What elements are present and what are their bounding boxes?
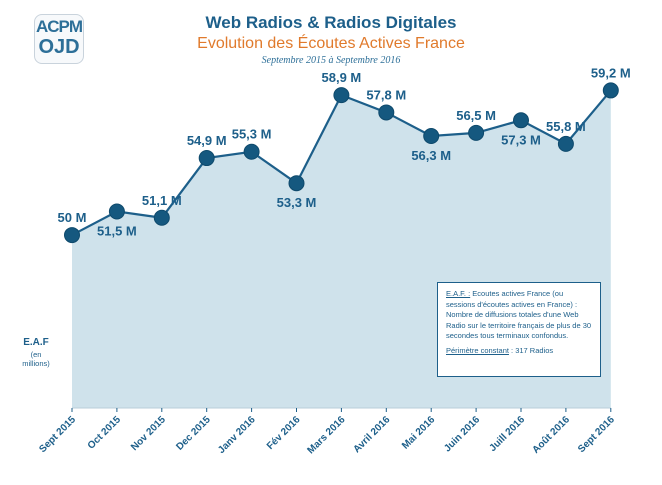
x-tick-label: Mai 2016 <box>400 414 438 452</box>
y-axis-label: E.A.F (en millions) <box>16 337 56 368</box>
x-tick-label: Sept 2015 <box>37 414 78 455</box>
data-point <box>288 175 305 192</box>
data-point <box>513 112 529 129</box>
chart-subtitle: Evolution des Écoutes Actives France <box>197 35 465 52</box>
definition-text: Ecoutes actives France (ou sessions d'éc… <box>446 289 592 340</box>
chart-title: Web Radios & Radios Digitales <box>205 13 457 32</box>
data-label: 51,1 M <box>142 193 182 208</box>
data-label: 56,5 M <box>456 108 496 123</box>
x-tick-label: Juill 2016 <box>488 414 528 454</box>
data-point <box>333 87 350 104</box>
data-point <box>423 128 440 145</box>
data-label: 58,9 M <box>322 70 362 85</box>
data-point <box>108 203 125 220</box>
data-point <box>64 227 80 244</box>
data-label: 56,3 M <box>411 148 451 163</box>
data-point <box>153 209 170 226</box>
data-label: 55,3 M <box>232 127 272 142</box>
data-label: 55,8 M <box>546 119 586 134</box>
x-tick-label: Mars 2016 <box>306 414 348 456</box>
x-tick-label: Août 2016 <box>530 414 572 456</box>
y-axis-unit: (en millions) <box>22 350 50 368</box>
x-tick-label: Oct 2015 <box>86 414 124 452</box>
logo-line-1: ACPM <box>35 17 83 36</box>
logo-line-2: OJD <box>38 36 80 58</box>
definition-label: E.A.F. : <box>446 289 471 298</box>
data-point <box>468 124 485 141</box>
chart-period: Septembre 2015 à Septembre 2016 <box>261 55 401 66</box>
data-label: 57,3 M <box>501 132 541 147</box>
scope-text: : 317 Radios <box>508 345 554 355</box>
x-tick-label: Dec 2015 <box>174 414 213 453</box>
x-tick-label: Sept 2016 <box>576 414 617 455</box>
data-point <box>198 150 215 167</box>
acpm-ojd-logo: ACPM OJD <box>34 14 84 64</box>
y-axis-title: E.A.F <box>23 337 49 348</box>
data-label: 50 M <box>58 210 87 225</box>
data-point <box>378 104 395 121</box>
data-point <box>602 82 619 99</box>
data-label: 54,9 M <box>187 133 227 148</box>
x-tick-label: Nov 2015 <box>129 414 168 453</box>
x-tick-label: Janv 2016 <box>216 414 258 456</box>
data-label: 59,2 M <box>591 65 631 80</box>
x-tick-label: Juin 2016 <box>442 414 482 454</box>
data-label: 53,3 M <box>277 195 317 210</box>
data-point <box>243 143 260 160</box>
x-tick-label: Avril 2016 <box>351 414 392 455</box>
x-tick-label: Fév 2016 <box>265 414 303 452</box>
data-label: 51,5 M <box>97 223 137 238</box>
data-label: 57,8 M <box>366 87 406 102</box>
data-point <box>557 135 574 152</box>
scope-label: Périmètre constant <box>446 345 509 355</box>
definition-note: E.A.F. : Ecoutes actives France (ou sess… <box>437 282 601 377</box>
